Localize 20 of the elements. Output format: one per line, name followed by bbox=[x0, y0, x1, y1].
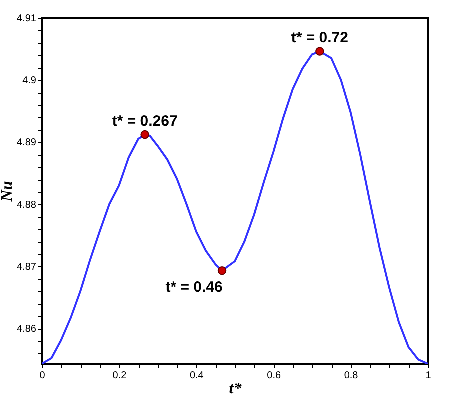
x-tick-label: 0.2 bbox=[112, 370, 128, 382]
point bbox=[140, 130, 150, 140]
annotation: t* = 0.46 bbox=[166, 278, 223, 296]
x-tick-label: 1 bbox=[426, 370, 432, 382]
y-tick-label: 4.86 bbox=[17, 324, 37, 336]
y-axis-title: Nu bbox=[0, 181, 16, 203]
y-tick-label: 4.9 bbox=[22, 76, 37, 87]
y-tick-label: 4.88 bbox=[17, 200, 37, 211]
y-tick-label: 4.87 bbox=[17, 262, 37, 273]
annotation: t* = 0.267 bbox=[112, 112, 178, 130]
point bbox=[218, 266, 227, 276]
x-tick-label: 0.6 bbox=[267, 370, 282, 382]
y-tick-label: 4.89 bbox=[17, 138, 37, 149]
point bbox=[316, 47, 324, 56]
x-tick-label: 0.8 bbox=[344, 370, 359, 382]
x-tick-label: 0.4 bbox=[190, 370, 204, 382]
x-tick-label: 0 bbox=[40, 370, 46, 382]
y-tick-label: 4.91 bbox=[17, 14, 37, 24]
annotation: t* = 0.72 bbox=[291, 30, 348, 47]
x-axis-title: t* bbox=[229, 380, 243, 398]
